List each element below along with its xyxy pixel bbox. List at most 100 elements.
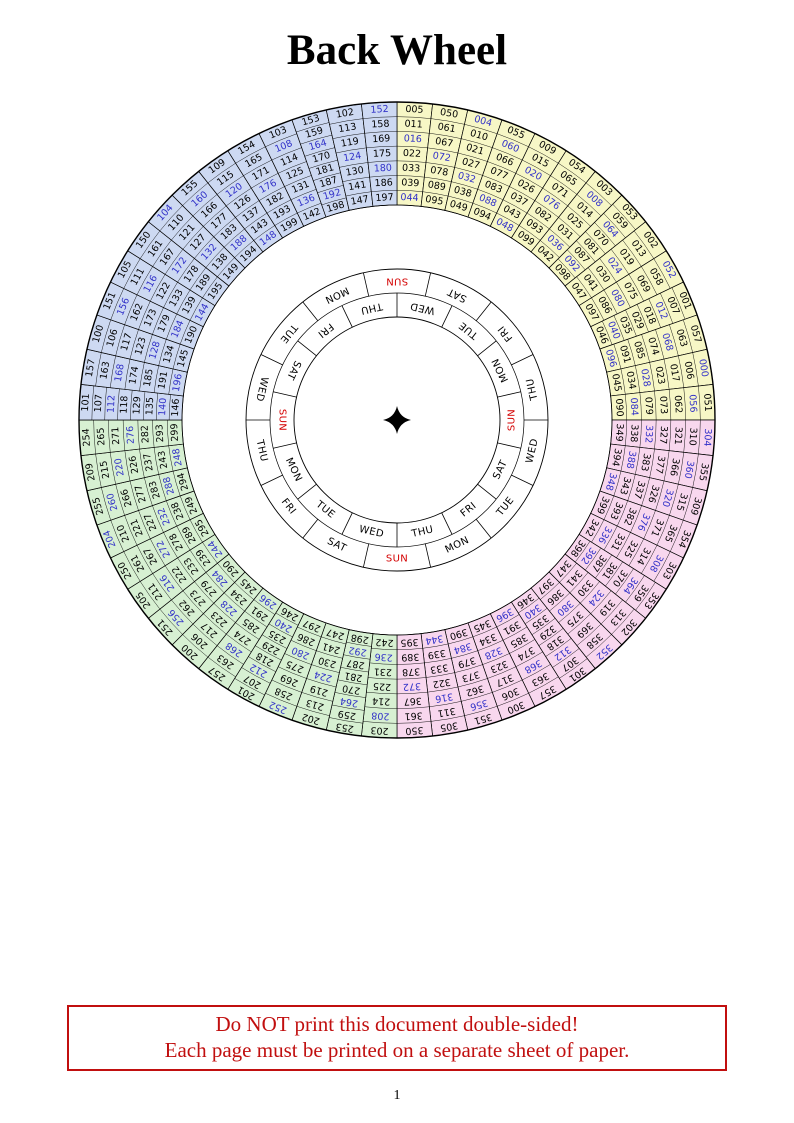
day-label: TUE: [494, 495, 516, 519]
year-label: 134: [161, 344, 177, 364]
year-label: 224: [313, 668, 333, 684]
day-cell-divider: [441, 512, 453, 535]
year-label: 057: [688, 324, 704, 344]
year-label: 022: [403, 148, 422, 160]
day-cell-divider: [424, 543, 431, 568]
year-label: 394: [609, 447, 623, 467]
year-label: 164: [308, 138, 328, 154]
year-label: 388: [624, 450, 638, 470]
year-label: 072: [432, 150, 452, 164]
year-label: 078: [429, 165, 449, 179]
year-label: 259: [337, 708, 357, 722]
year-label: 096: [603, 348, 619, 368]
day-cell-divider: [302, 519, 319, 539]
year-label: 123: [133, 336, 149, 356]
year-label: 213: [305, 697, 325, 713]
year-label: 215: [98, 460, 112, 480]
day-label: SAT: [325, 536, 348, 555]
year-cell-divider: [366, 145, 398, 149]
year-label: 186: [374, 177, 393, 189]
year-label: 266: [119, 488, 135, 508]
year-label: 242: [375, 636, 394, 648]
day-label: MON: [490, 356, 511, 383]
year-label: 356: [469, 697, 489, 713]
year-label: 389: [401, 651, 420, 663]
year-label: 163: [98, 361, 112, 381]
year-label: 062: [672, 395, 684, 414]
year-label: 129: [131, 396, 143, 415]
warning-box: Do NOT print this document double-sided!…: [67, 1005, 727, 1071]
year-label: 140: [157, 397, 169, 416]
year-label: 039: [401, 177, 420, 189]
year-label: 379: [456, 654, 476, 670]
year-label: 225: [373, 680, 392, 692]
year-label: 118: [118, 395, 130, 414]
year-label: 260: [105, 492, 121, 512]
year-label: 045: [609, 373, 623, 393]
year-label: 152: [370, 104, 389, 116]
year-label: 051: [701, 393, 713, 412]
day-cell-divider: [297, 340, 317, 357]
year-label: 107: [93, 394, 105, 413]
year-label: 316: [434, 690, 454, 704]
year-label: 038: [452, 184, 472, 200]
year-label: 373: [461, 668, 481, 684]
day-label: SUN: [277, 409, 288, 431]
year-label: 021: [465, 142, 485, 158]
year-label: 271: [110, 426, 122, 445]
day-cell-divider: [477, 483, 497, 500]
year-label: 321: [672, 426, 684, 445]
year-label: 084: [628, 397, 640, 416]
year-label: 248: [171, 447, 185, 467]
year-label: 153: [301, 113, 321, 129]
day-label: WED: [253, 376, 269, 403]
year-label: 283: [147, 479, 163, 499]
year-label: 231: [374, 665, 393, 677]
year-label: 338: [628, 424, 640, 443]
year-label: 174: [127, 365, 141, 385]
year-label: 339: [427, 647, 447, 661]
year-label: 000: [696, 358, 710, 378]
ring-circle: [181, 204, 613, 636]
day-cell-divider: [497, 391, 521, 398]
day-cell-divider: [475, 301, 492, 321]
year-label: 197: [375, 192, 394, 204]
year-label: 372: [403, 680, 422, 692]
year-label: 355: [696, 462, 710, 482]
year-cell-divider: [371, 190, 398, 192]
day-cell-divider: [497, 442, 521, 449]
year-label: 050: [439, 107, 459, 121]
year-label: 170: [311, 150, 331, 166]
year-label: 175: [373, 148, 392, 160]
quadrant-years-000-099: 0050110160220330390440500610670720780890…: [396, 101, 716, 421]
year-label: 023: [653, 365, 667, 385]
day-cell-divider: [441, 305, 453, 328]
year-cell-divider: [369, 175, 398, 178]
day-cell-divider: [260, 354, 283, 366]
year-label: 185: [142, 368, 156, 388]
year-label: 276: [125, 426, 137, 445]
year-label: 198: [325, 199, 345, 215]
year-label: 113: [338, 121, 358, 135]
day-label: THU: [410, 524, 435, 540]
year-label: 044: [400, 192, 419, 204]
year-label: 017: [667, 363, 681, 383]
year-label: 214: [372, 695, 391, 707]
year-label: 322: [432, 676, 452, 690]
year-label: 168: [113, 363, 127, 383]
day-label: SUN: [386, 276, 408, 287]
wheel: 0050110160220330390440500610670720780890…: [78, 101, 716, 739]
year-cell-divider: [364, 131, 398, 134]
day-label: THU: [359, 300, 384, 316]
year-label: 145: [176, 348, 192, 368]
year-label: 117: [119, 332, 135, 352]
year-label: 360: [682, 460, 696, 480]
day-label: SAT: [491, 458, 510, 481]
year-label: 032: [456, 170, 476, 186]
year-label: 277: [133, 484, 149, 504]
year-label: 311: [437, 705, 457, 719]
year-label: 085: [631, 340, 647, 360]
quadrant-years-200-299: 2032082142252312362422532592642702812872…: [78, 419, 398, 739]
day-cell-divider: [475, 519, 492, 539]
